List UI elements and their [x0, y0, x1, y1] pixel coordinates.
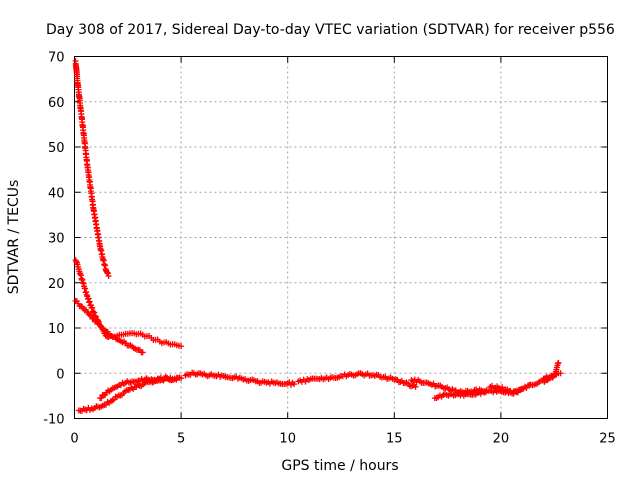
data-points [72, 58, 564, 414]
y-tick-label: -10 [43, 413, 64, 428]
x-tick-label: 20 [493, 432, 510, 447]
y-tick-label: 40 [48, 186, 65, 201]
data-point [108, 333, 115, 340]
data-point [173, 374, 180, 381]
x-tick-label: 5 [177, 432, 185, 447]
data-point [555, 359, 562, 366]
data-point [178, 343, 185, 350]
chart-title: Day 308 of 2017, Sidereal Day-to-day VTE… [46, 22, 615, 38]
y-tick-label: 10 [48, 322, 65, 337]
data-point [91, 309, 98, 316]
y-tick-label: 70 [48, 51, 65, 66]
series-track [72, 297, 146, 356]
series-track [540, 370, 564, 382]
y-ticks: -10 0 10 20 30 40 50 60 70 [43, 51, 608, 428]
grid [74, 56, 608, 419]
data-point [557, 370, 564, 377]
y-tick-label: 50 [48, 141, 65, 156]
data-point [89, 305, 96, 312]
data-point [482, 389, 489, 396]
series-track [72, 58, 112, 279]
data-point [139, 349, 146, 356]
data-point [105, 272, 112, 279]
series-track [182, 369, 298, 388]
data-point [104, 270, 111, 277]
y-tick-label: 0 [56, 367, 64, 382]
data-point [94, 319, 101, 326]
y-tick-label: 30 [48, 232, 65, 247]
y-axis-label: SDTVAR / TECUs [6, 180, 22, 295]
x-tick-label: 25 [599, 432, 616, 447]
x-tick-label: 15 [386, 432, 403, 447]
series-track [295, 370, 419, 390]
series-track [72, 257, 185, 350]
series-track [97, 374, 180, 402]
x-tick-label: 10 [279, 432, 296, 447]
y-tick-label: 60 [48, 96, 65, 111]
series-track [431, 388, 489, 402]
y-tick-label: 20 [48, 277, 65, 292]
x-axis-label: GPS time / hours [281, 458, 398, 474]
x-ticks: 0 5 10 15 20 25 [70, 56, 616, 447]
x-tick-label: 0 [70, 432, 78, 447]
data-point [412, 383, 419, 390]
data-point [291, 381, 298, 388]
data-point [88, 312, 95, 319]
